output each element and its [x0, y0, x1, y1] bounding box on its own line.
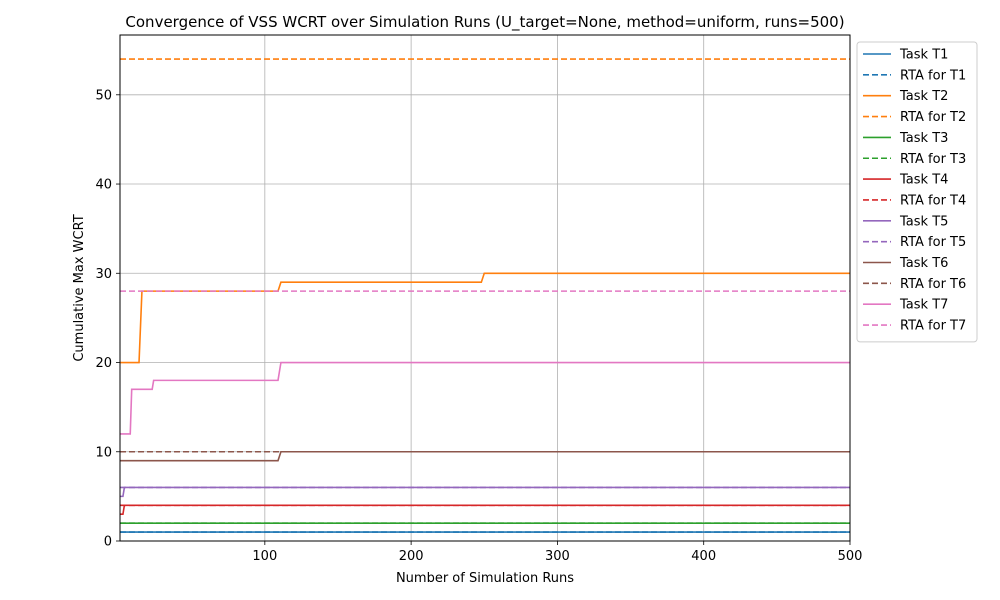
- x-tick-label: 300: [545, 549, 570, 564]
- y-tick-label: 50: [95, 88, 112, 103]
- x-tick-label: 200: [399, 549, 424, 564]
- series-line-13: [120, 361, 850, 435]
- grid-lines: [120, 35, 851, 542]
- y-tick-label: 0: [104, 535, 112, 550]
- y-tick-label: 40: [95, 178, 112, 193]
- series-lines: [120, 58, 850, 533]
- series-line-9: [120, 486, 850, 498]
- chart-title: Convergence of VSS WCRT over Simulation …: [125, 13, 844, 32]
- legend-label-3: Task T2: [899, 89, 948, 104]
- series-line-3: [120, 272, 850, 364]
- series-line-7: [120, 504, 850, 516]
- legend-label-7: Task T4: [899, 173, 948, 188]
- series-line-11: [120, 450, 850, 462]
- legend-label-6: RTA for T3: [900, 152, 966, 167]
- y-tick-label: 20: [95, 356, 112, 371]
- legend-label-13: Task T7: [899, 298, 948, 313]
- x-tick-label: 100: [252, 549, 277, 564]
- legend-label-4: RTA for T2: [900, 110, 966, 125]
- legend-label-9: Task T5: [899, 214, 948, 229]
- plot-frame: [119, 34, 851, 542]
- x-tick-label: 400: [691, 549, 716, 564]
- x-axis-label: Number of Simulation Runs: [396, 571, 574, 586]
- legend-label-1: Task T1: [899, 48, 948, 63]
- y-axis-label: Cumulative Max WCRT: [72, 214, 87, 361]
- legend-label-8: RTA for T4: [900, 193, 966, 208]
- legend-label-2: RTA for T1: [900, 68, 966, 83]
- x-tick-label: 500: [838, 549, 863, 564]
- y-tick-label: 10: [95, 445, 112, 460]
- legend: Task T1 RTA for T1 Task T2 RTA for T2 Task T…: [856, 41, 978, 343]
- legend-label-12: RTA for T6: [900, 277, 966, 292]
- legend-label-5: Task T3: [899, 131, 948, 146]
- axis-ticks: 100 200 300 400 500 0 10 20 30 40 50: [95, 88, 862, 564]
- legend-label-14: RTA for T7: [900, 319, 966, 334]
- y-tick-label: 30: [95, 267, 112, 282]
- legend-label-10: RTA for T5: [900, 235, 966, 250]
- legend-label-11: Task T6: [899, 256, 948, 271]
